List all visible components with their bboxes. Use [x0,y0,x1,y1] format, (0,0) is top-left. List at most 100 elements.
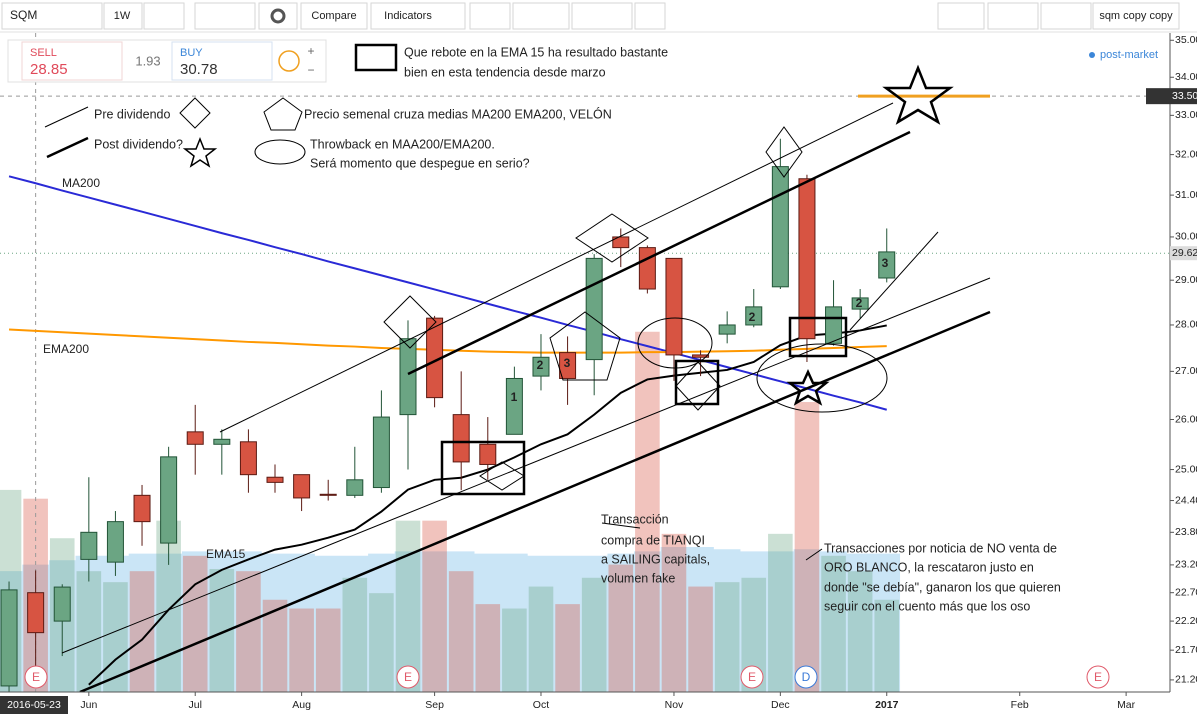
interval-box[interactable] [103,2,143,30]
volume-bar [821,555,846,692]
y-tick-label: 24.40 [1175,494,1197,506]
load-button[interactable] [987,2,1039,30]
candle-body [851,297,869,310]
candle-body [106,521,124,563]
y-tick-label: 32.00 [1175,148,1197,160]
volume-bar [794,402,820,692]
ma-line [8,175,888,411]
chart-style-button[interactable] [194,2,256,30]
candle-body [692,354,710,358]
alert-button[interactable] [469,2,511,30]
menu-button[interactable] [143,2,185,30]
candle-body [399,338,417,416]
x-tick-label: Aug [292,699,311,711]
buy-button[interactable] [171,41,273,81]
event-marker[interactable] [794,665,818,689]
candle-body [53,586,71,622]
volume-bar [555,604,580,692]
y-tick-label: 26.00 [1175,413,1197,425]
y-tick-label: 23.20 [1175,559,1197,571]
rectangle [440,440,526,496]
x-tick-label: Jul [189,699,202,711]
diamond [179,97,211,129]
color-button[interactable] [937,2,985,30]
sell-button[interactable] [21,41,123,81]
crosshair-tag [0,696,68,714]
compare-button[interactable] [300,2,368,30]
volume-bar [847,571,873,692]
candle-body [133,494,151,523]
event-label: E [1094,670,1102,684]
x-tick-label: Feb [1011,699,1029,711]
ellipse [637,317,713,369]
ma-label: MA200 [62,176,100,190]
note: volumen fake [601,571,675,585]
symbol-box[interactable] [1,2,103,30]
candle-body [213,438,231,445]
candle-body [27,592,45,634]
volume-bar [315,608,341,692]
ellipse [254,139,306,165]
y-tick-label: 29.00 [1175,274,1197,286]
events: E E E D E [24,665,1110,689]
note: compra de TIANQI [601,533,705,547]
volume-bar [714,582,740,692]
interval: 1W [114,10,131,22]
candle-body [532,356,550,377]
candle-body [798,178,816,340]
note: donde "se debía", ganaron los que quiere… [824,580,1061,594]
event-marker[interactable] [1086,665,1110,689]
buy-label: BUY [180,47,203,59]
volume-bar [289,608,314,692]
event-marker[interactable] [396,665,420,689]
minus-icon[interactable]: − [307,63,314,77]
wave-number: 1 [511,390,518,404]
candle-body [585,257,603,361]
undo-redo[interactable] [571,2,633,30]
plot-area [0,33,1170,692]
y-tick-label: 23.80 [1175,526,1197,538]
volume-bar [661,533,687,692]
diamond [675,361,721,411]
trend-line [61,277,991,654]
session-label: post-market [1100,49,1158,61]
indicators-button[interactable] [370,2,466,30]
volume-bar [129,571,155,692]
drawings [44,43,991,694]
layout-button[interactable] [1092,2,1180,30]
star [882,64,954,125]
y-axis [1170,33,1197,692]
ma-label: EMA15 [206,547,246,561]
wave-number: 2 [856,296,863,310]
bars-button[interactable] [512,2,570,30]
y-tick-label: 31.00 [1175,189,1197,201]
volume-bar [874,599,900,692]
candle-body [665,257,683,356]
candle-body [186,431,204,445]
trend-line [849,231,939,331]
save-button[interactable] [1040,2,1092,30]
volume-bar [182,555,208,692]
info-icon[interactable] [278,50,300,72]
fullscreen-button[interactable] [634,2,666,30]
y-tick-label: 22.20 [1175,615,1197,627]
candle-body [293,474,311,499]
y-tick-label: 25.00 [1175,463,1197,475]
settings-button[interactable] [258,2,298,30]
note: a SAILING capitals, [601,552,710,566]
toolbar: SQM 1W Compare Indicators sqm copy copy [0,0,1197,33]
volume-bar [422,520,447,692]
note: Precio semenal cruza medias MA200 EMA200… [304,106,612,121]
candle-body [239,441,257,476]
event-label: E [32,670,40,684]
wave-number: 2 [749,310,756,324]
x-tick-label: Nov [665,699,684,711]
candle-body [745,306,763,326]
plus-icon[interactable]: + [307,44,314,58]
x-tick-label: 2017 [875,699,899,711]
crosshair-label: 2016-05-23 [7,699,61,711]
volume-bar [528,586,554,692]
event-marker[interactable] [24,665,48,689]
event-marker[interactable] [740,665,764,689]
